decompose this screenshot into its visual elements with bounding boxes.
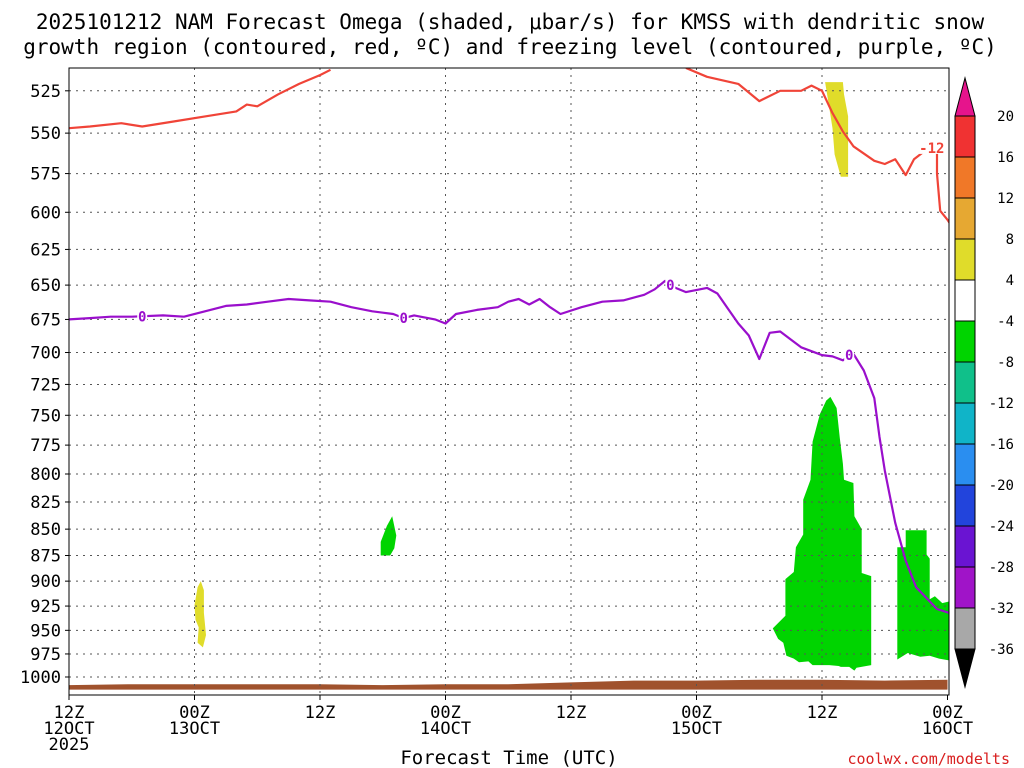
contour-label: 0: [399, 311, 407, 327]
contour-label: 0: [666, 278, 674, 294]
y-tick-label: 825: [30, 493, 61, 513]
omega-region-2: [380, 516, 397, 556]
colorbar-label: -36: [989, 642, 1014, 658]
x-tick-label: 16OCT: [922, 719, 973, 739]
y-tick-label: 675: [30, 310, 61, 330]
omega-region-3: [772, 396, 872, 671]
colorbar-segment: [954, 402, 976, 445]
x-axis-label: Forecast Time (UTC): [400, 747, 617, 768]
colorbar-label: -32: [989, 601, 1014, 617]
colorbar-label: 8: [1006, 232, 1014, 248]
y-tick-label: 975: [30, 645, 61, 665]
y-tick-label: 800: [30, 465, 61, 485]
terrain-band: [69, 679, 948, 690]
colorbar-label: 4: [1006, 273, 1014, 289]
contour-label: -12: [919, 141, 944, 157]
contour-lines: -12 0 0 0 0: [69, 68, 949, 615]
y-axis-ticks: 525 550 575 600 625 650 675 700 725 750 775 800 825 8…: [20, 82, 69, 688]
contour-line-0: [69, 68, 331, 130]
contour-label: 0: [845, 348, 853, 364]
chart-title-line-2: growth region (contoured, red, ºC) and f…: [23, 35, 997, 59]
colorbar-segment: [954, 566, 976, 609]
y-tick-label: 575: [30, 165, 61, 185]
y-tick-label: 725: [30, 375, 61, 395]
omega-region-0: [194, 581, 206, 648]
x-tick-label: 14OCT: [420, 719, 471, 739]
contour-label-bg: [137, 308, 148, 323]
y-tick-label: 650: [30, 276, 61, 296]
plot-frame: [68, 67, 950, 696]
colorbar-label: -8: [997, 355, 1014, 371]
chart-title-line-1: 2025101212 NAM Forecast Omega (shaded, μ…: [36, 10, 985, 34]
x-tick-label: 12OCT: [43, 719, 94, 739]
x-tick-label: 12Z: [54, 703, 85, 723]
omega-shading: [194, 82, 949, 671]
colorbar-segment: [954, 156, 976, 199]
y-tick-label: 700: [30, 344, 61, 364]
y-tick-label: 900: [30, 572, 61, 592]
contour-label: 0: [138, 310, 146, 326]
colorbar-label: 20: [997, 109, 1014, 125]
colorbar-segment: [954, 607, 976, 650]
colorbar-label: -4: [997, 314, 1014, 330]
y-tick-label: 1000: [20, 668, 61, 688]
colorbar-segment: [954, 279, 976, 322]
colorbar-segment: [954, 197, 976, 240]
x-tick-label: 12Z: [305, 703, 336, 723]
x-tick-label: 12Z: [807, 703, 838, 723]
terrain-layer: [69, 679, 948, 690]
watermark: coolwx.com/modelts: [847, 750, 1010, 768]
colorbar-segment: [954, 361, 976, 404]
y-tick-label: 775: [30, 436, 61, 456]
y-tick-label: 950: [30, 621, 61, 641]
colorbar-top-arrow: [954, 76, 976, 117]
omega-region-1: [825, 82, 849, 177]
colorbar-segment: [954, 320, 976, 363]
colorbar-label: -16: [989, 437, 1014, 453]
x-tick-label: 00Z: [681, 703, 712, 723]
colorbar-segment: [954, 525, 976, 568]
x-tick-label: 00Z: [932, 703, 963, 723]
contour-label-bg: [916, 139, 947, 154]
contour-line-1: [685, 68, 949, 225]
contour-label-bg: [665, 277, 676, 292]
colorbar-segment: [954, 443, 976, 486]
colorbar-label: -28: [989, 560, 1014, 576]
y-tick-label: 925: [30, 597, 61, 617]
colorbar-bottom-arrow: [954, 648, 976, 689]
colorbar-label: -24: [989, 519, 1014, 535]
colorbar-segment: [954, 238, 976, 281]
colorbar-label: 16: [997, 150, 1014, 166]
colorbar-label: -12: [989, 396, 1014, 412]
x-tick-label: 12Z: [556, 703, 587, 723]
y-tick-label: 750: [30, 406, 61, 426]
contour-line-2: [69, 279, 949, 615]
contour-label-bg: [398, 310, 409, 325]
contour-label-bg: [844, 347, 855, 362]
colorbar-segment: [954, 484, 976, 527]
y-tick-label: 525: [30, 82, 61, 102]
y-tick-label: 550: [30, 124, 61, 144]
colorbar: 20 16 12 8 4 -4 -8 -12 -16 -20 -24 -28 -32 -36: [954, 76, 1014, 689]
colorbar-label: 12: [997, 191, 1014, 207]
x-tick-label: 15OCT: [671, 719, 722, 739]
x-tick-label: 2025: [49, 735, 90, 755]
y-tick-label: 600: [30, 203, 61, 223]
colorbar-segment: [954, 115, 976, 158]
x-tick-label: 13OCT: [169, 719, 220, 739]
colorbar-label: -20: [989, 478, 1014, 494]
x-tick-label: 00Z: [179, 703, 210, 723]
y-tick-label: 625: [30, 240, 61, 260]
y-tick-label: 875: [30, 547, 61, 567]
omega-region-4: [897, 530, 949, 661]
y-tick-label: 850: [30, 520, 61, 540]
x-tick-label: 00Z: [430, 703, 461, 723]
